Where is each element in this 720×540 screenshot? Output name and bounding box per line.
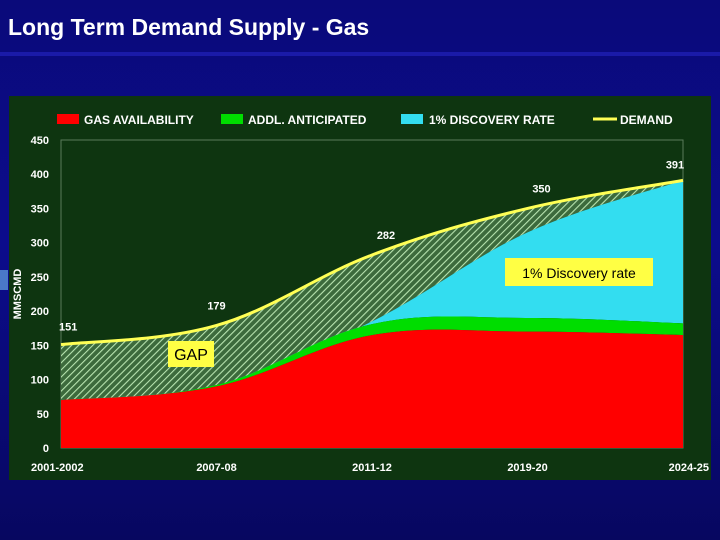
y-tick-label: 350 bbox=[31, 203, 49, 215]
legend-swatch-addl-anticipated bbox=[221, 114, 243, 124]
legend-label-gas-availability: GAS AVAILABILITY bbox=[84, 113, 194, 127]
x-tick-label: 2007-08 bbox=[196, 462, 236, 474]
legend-swatch-discovery-rate bbox=[401, 114, 423, 124]
legend-label-addl-anticipated: ADDL. ANTICIPATED bbox=[248, 113, 367, 127]
data-label: 391 bbox=[666, 159, 684, 171]
addl-anticipated-area bbox=[61, 316, 683, 401]
y-tick-label: 200 bbox=[31, 306, 49, 318]
y-axis-title: MMSCMD bbox=[12, 269, 24, 320]
gap-annotation: GAP bbox=[168, 341, 214, 367]
y-tick-label: 300 bbox=[31, 238, 49, 250]
legend-label-demand: DEMAND bbox=[620, 113, 673, 127]
y-tick-label: 150 bbox=[31, 340, 49, 352]
gap-annotation-box bbox=[168, 341, 214, 367]
data-label: 350 bbox=[532, 183, 550, 195]
y-axis: 0 50 100 150 200 250 300 350 400 450 bbox=[31, 135, 49, 455]
demand-data-labels: 151 179 282 350 391 bbox=[59, 159, 684, 333]
legend-label-discovery-rate: 1% DISCOVERY RATE bbox=[429, 113, 555, 127]
x-tick-label: 2011-12 bbox=[352, 462, 392, 474]
gas-availability-area bbox=[61, 329, 683, 448]
gap-area bbox=[61, 180, 683, 401]
demand-line bbox=[60, 178, 684, 347]
discovery-annotation: 1% Discovery rate bbox=[505, 258, 653, 286]
x-tick-label: 2024-25 bbox=[669, 462, 709, 474]
slide-title: Long Term Demand Supply - Gas bbox=[8, 14, 370, 40]
y-tick-label: 100 bbox=[31, 375, 49, 387]
y-tick-label: 450 bbox=[31, 135, 49, 147]
chart-panel: GAS AVAILABILITY ADDL. ANTICIPATED 1% DI… bbox=[9, 96, 711, 480]
x-tick-label: 2001-2002 bbox=[31, 462, 84, 474]
title-divider bbox=[0, 52, 720, 56]
y-tick-label: 250 bbox=[31, 272, 49, 284]
data-label: 282 bbox=[377, 230, 395, 242]
x-tick-label: 2019-20 bbox=[507, 462, 547, 474]
y-tick-label: 50 bbox=[37, 409, 49, 421]
legend: GAS AVAILABILITY ADDL. ANTICIPATED 1% DI… bbox=[57, 113, 673, 127]
discovery-rate-area bbox=[61, 180, 683, 401]
x-axis: 2001-2002 2007-08 2011-12 2019-20 2024-2… bbox=[31, 462, 709, 474]
discovery-annotation-text: 1% Discovery rate bbox=[522, 265, 636, 281]
y-tick-label: 400 bbox=[31, 169, 49, 181]
data-label: 179 bbox=[207, 300, 225, 312]
legend-swatch-gas-availability bbox=[57, 114, 79, 124]
data-label: 151 bbox=[59, 322, 77, 334]
y-tick-label: 0 bbox=[43, 443, 49, 455]
side-marker bbox=[0, 270, 8, 290]
gap-annotation-text: GAP bbox=[174, 347, 208, 364]
discovery-annotation-box bbox=[505, 258, 653, 286]
gas-demand-supply-chart: GAS AVAILABILITY ADDL. ANTICIPATED 1% DI… bbox=[12, 113, 709, 474]
